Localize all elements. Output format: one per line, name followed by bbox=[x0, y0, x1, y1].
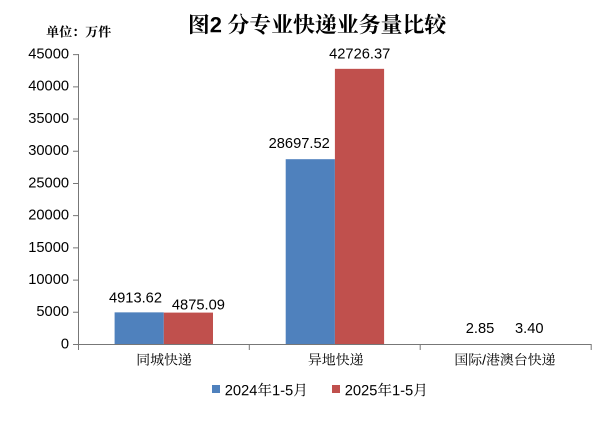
svg-text:0: 0 bbox=[61, 336, 69, 352]
svg-text:10000: 10000 bbox=[28, 272, 69, 288]
svg-text:15000: 15000 bbox=[28, 240, 69, 256]
svg-text:42726.37: 42726.37 bbox=[329, 47, 390, 63]
svg-text:28697.52: 28697.52 bbox=[269, 136, 330, 152]
svg-text:4875.09: 4875.09 bbox=[172, 298, 225, 314]
svg-text:4913.62: 4913.62 bbox=[109, 290, 162, 306]
svg-text:20000: 20000 bbox=[28, 208, 69, 224]
svg-text:2.85: 2.85 bbox=[466, 321, 495, 337]
svg-text:45000: 45000 bbox=[28, 47, 69, 63]
svg-text:3.40: 3.40 bbox=[515, 321, 544, 337]
svg-text:35000: 35000 bbox=[28, 111, 69, 127]
svg-text:25000: 25000 bbox=[28, 175, 69, 191]
svg-text:30000: 30000 bbox=[28, 143, 69, 159]
svg-text:40000: 40000 bbox=[28, 79, 69, 95]
svg-text:5000: 5000 bbox=[36, 304, 69, 320]
